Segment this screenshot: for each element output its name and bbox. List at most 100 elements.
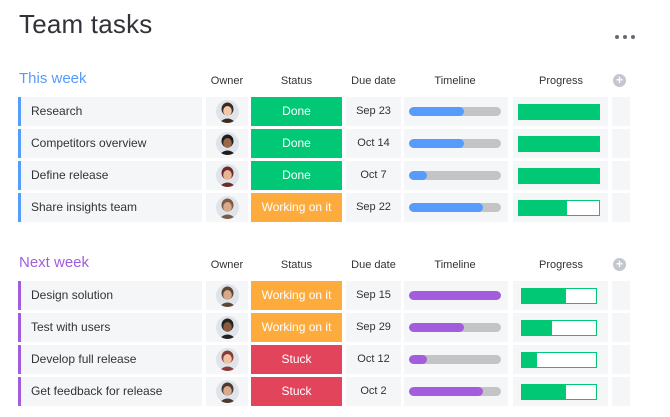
timeline-bar[interactable] (409, 203, 501, 212)
progress-fill (522, 321, 552, 335)
timeline-fill (409, 139, 465, 148)
timeline-bar[interactable] (409, 355, 501, 364)
progress-bar (521, 352, 597, 368)
table-row[interactable]: Design solution Working on it Sep 15 (18, 281, 630, 310)
column-header-owner[interactable]: Owner (210, 75, 244, 87)
due-date[interactable]: Oct 7 (360, 169, 387, 181)
due-cell (346, 377, 401, 406)
progress-fill (522, 353, 537, 367)
progress-bar (518, 104, 600, 120)
progress-bar (518, 168, 600, 184)
empty-cell (612, 129, 630, 158)
avatar[interactable] (216, 196, 239, 219)
timeline-fill (409, 107, 465, 116)
timeline-fill (409, 171, 428, 180)
timeline-fill (409, 323, 465, 332)
add-column-icon[interactable]: + (613, 74, 626, 87)
table-row[interactable]: Research Done Sep 23 (18, 97, 630, 126)
status-badge[interactable]: Working on it (251, 281, 342, 310)
status-badge[interactable]: Done (251, 129, 342, 158)
column-header-owner[interactable]: Owner (210, 259, 244, 271)
avatar[interactable] (216, 100, 239, 123)
add-column-icon[interactable]: + (613, 258, 626, 271)
group-title[interactable]: Next week (19, 254, 90, 271)
table-row[interactable]: Competitors overview Done Oct 14 (18, 129, 630, 158)
due-cell (346, 161, 401, 190)
avatar[interactable] (216, 132, 239, 155)
group-title[interactable]: This week (19, 70, 87, 87)
due-cell (346, 193, 401, 222)
due-date[interactable]: Sep 22 (356, 201, 391, 213)
timeline-bar[interactable] (409, 323, 501, 332)
group-this-week: This week Owner Status Due date Timeline… (18, 70, 630, 225)
progress-fill (519, 137, 599, 151)
table-row[interactable]: Share insights team Working on it Sep 22 (18, 193, 630, 222)
timeline-bar[interactable] (409, 291, 501, 300)
empty-cell (612, 377, 630, 406)
progress-fill (519, 169, 599, 183)
group-next-week: Next week Owner Status Due date Timeline… (18, 254, 630, 409)
avatar[interactable] (216, 284, 239, 307)
table-row[interactable]: Test with users Working on it Sep 29 (18, 313, 630, 342)
due-date[interactable]: Sep 23 (356, 105, 391, 117)
column-header-due-date[interactable]: Due date (351, 75, 396, 87)
progress-bar (521, 288, 597, 304)
progress-fill (522, 289, 567, 303)
table-row[interactable]: Define release Done Oct 7 (18, 161, 630, 190)
table-row[interactable]: Develop full release Stuck Oct 12 (18, 345, 630, 374)
column-header-timeline[interactable]: Timeline (434, 259, 476, 271)
item-name[interactable]: Test with users (18, 313, 202, 342)
status-badge[interactable]: Stuck (251, 345, 342, 374)
timeline-bar[interactable] (409, 387, 501, 396)
due-date[interactable]: Oct 14 (357, 137, 390, 149)
due-cell (346, 313, 401, 342)
item-name[interactable]: Competitors overview (18, 129, 202, 158)
column-header-progress[interactable]: Progress (538, 75, 584, 87)
progress-bar (521, 320, 597, 336)
item-name[interactable]: Get feedback for release (18, 377, 202, 406)
status-badge[interactable]: Stuck (251, 377, 342, 406)
due-cell (346, 129, 401, 158)
empty-cell (612, 313, 630, 342)
empty-cell (612, 281, 630, 310)
item-name[interactable]: Share insights team (18, 193, 202, 222)
column-header-due-date[interactable]: Due date (351, 259, 396, 271)
due-cell (346, 281, 401, 310)
column-header-status[interactable]: Status (280, 75, 313, 87)
avatar[interactable] (216, 348, 239, 371)
column-header-status[interactable]: Status (280, 259, 313, 271)
avatar[interactable] (216, 316, 239, 339)
status-badge[interactable]: Done (251, 97, 342, 126)
timeline-fill (409, 291, 501, 300)
item-name[interactable]: Research (18, 97, 202, 126)
timeline-fill (409, 355, 428, 364)
item-name[interactable]: Define release (18, 161, 202, 190)
page-title: Team tasks (19, 9, 153, 39)
progress-bar (518, 200, 600, 216)
progress-fill (519, 105, 599, 119)
table-row[interactable]: Get feedback for release Stuck Oct 2 (18, 377, 630, 406)
due-date[interactable]: Sep 29 (356, 321, 391, 333)
due-cell (346, 345, 401, 374)
avatar[interactable] (216, 164, 239, 187)
column-header-progress[interactable]: Progress (538, 259, 584, 271)
column-header-timeline[interactable]: Timeline (434, 75, 476, 87)
empty-cell (612, 345, 630, 374)
empty-cell (612, 193, 630, 222)
timeline-bar[interactable] (409, 171, 501, 180)
status-badge[interactable]: Working on it (251, 313, 342, 342)
timeline-bar[interactable] (409, 107, 501, 116)
progress-fill (522, 385, 567, 399)
avatar[interactable] (216, 380, 239, 403)
empty-cell (612, 97, 630, 126)
status-badge[interactable]: Working on it (251, 193, 342, 222)
status-badge[interactable]: Done (251, 161, 342, 190)
more-options-icon[interactable] (615, 32, 635, 42)
due-date[interactable]: Oct 2 (360, 385, 387, 397)
item-name[interactable]: Design solution (18, 281, 202, 310)
timeline-fill (409, 387, 483, 396)
item-name[interactable]: Develop full release (18, 345, 202, 374)
due-date[interactable]: Sep 15 (356, 289, 391, 301)
timeline-bar[interactable] (409, 139, 501, 148)
due-date[interactable]: Oct 12 (357, 353, 390, 365)
